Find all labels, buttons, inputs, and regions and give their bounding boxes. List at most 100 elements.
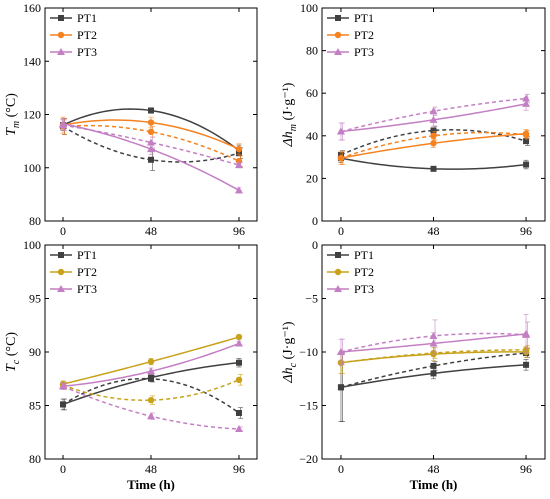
y-tick-label: −15 [299, 399, 318, 413]
y-axis-label-unit: (J·g⁻¹) [281, 321, 296, 363]
data-point-dashed [147, 396, 155, 404]
data-point [60, 401, 67, 408]
series-pt1: PT1 [327, 248, 531, 422]
series-line-dashed [62, 385, 240, 430]
y-tick-label: 20 [306, 171, 318, 185]
x-tick-label: 96 [233, 224, 245, 238]
data-point-dashed [522, 94, 531, 102]
data-point [430, 370, 437, 377]
y-tick-label: 120 [23, 108, 41, 122]
series-pt2: PT2 [327, 28, 531, 165]
legend-label: PT2 [77, 28, 97, 42]
data-point-dashed [147, 128, 155, 136]
legend-marker [335, 252, 341, 258]
y-axis-label: Δhc (J·g⁻¹) [281, 321, 299, 384]
series-line-dashed [340, 131, 527, 159]
x-axis-label: Time (h) [410, 477, 458, 492]
series-line-dashed [62, 124, 240, 162]
data-point [235, 333, 243, 341]
series-pt3: PT3 [50, 282, 243, 433]
legend-label: PT3 [77, 282, 97, 296]
legend-marker [334, 48, 342, 55]
series-pt3: PT3 [327, 282, 531, 366]
legend-label: PT2 [354, 265, 374, 279]
x-axis-label: Time (h) [127, 477, 175, 492]
x-tick-label: 96 [520, 224, 532, 238]
data-point-dashed [430, 362, 437, 369]
data-point-dashed [523, 138, 530, 145]
x-tick-label: 0 [338, 462, 344, 476]
data-point [522, 130, 530, 137]
data-point [336, 348, 345, 355]
legend-label: PT3 [77, 45, 97, 59]
x-tick-label: 48 [145, 462, 157, 476]
data-point [430, 140, 437, 147]
data-point [148, 107, 154, 114]
y-tick-label: 60 [306, 86, 318, 100]
data-point [59, 119, 68, 127]
x-tick-label: 96 [520, 462, 532, 476]
legend-marker [334, 268, 342, 276]
legend-label: PT1 [354, 248, 374, 262]
data-point [234, 339, 243, 347]
series-line-dashed [340, 352, 527, 389]
y-axis-label-base: Δh [281, 367, 296, 383]
data-point [147, 145, 155, 153]
data-point [522, 329, 531, 337]
data-point-dashed [148, 156, 154, 163]
data-point-dashed [234, 161, 243, 169]
legend-marker [57, 285, 65, 292]
data-point [147, 367, 155, 375]
legend-marker [57, 268, 65, 276]
y-tick-label: 140 [23, 54, 41, 68]
y-tick-label: 160 [23, 1, 41, 15]
data-point [337, 154, 345, 162]
y-tick-label: 85 [29, 399, 41, 413]
legend-marker [58, 15, 64, 21]
data-point [235, 359, 242, 366]
chart-panel-2: 0 20 40 60 80 100 0 48 96 Δhm (J·g⁻¹) PT1 PT2 PT3 [281, 1, 546, 238]
data-point [523, 161, 530, 168]
y-tick-label: 80 [29, 452, 41, 466]
legend-label: PT2 [354, 28, 374, 42]
data-point [337, 384, 344, 391]
y-axis-label-unit: (J·g⁻¹) [281, 82, 296, 124]
y-axis-label-base: T [4, 363, 19, 372]
legend-label: PT2 [77, 265, 97, 279]
legend-marker [57, 31, 65, 39]
y-axis-label-base: T [4, 127, 19, 136]
y-tick-label: −10 [299, 345, 318, 359]
y-axis-label-sub: c [11, 359, 22, 364]
data-point [147, 119, 155, 126]
y-axis-label-sub: m [11, 121, 22, 128]
data-point [59, 382, 68, 390]
y-tick-label: 100 [23, 161, 41, 175]
y-tick-label: 0 [312, 238, 318, 252]
data-point [430, 165, 437, 172]
data-point [235, 145, 243, 153]
legend-label: PT3 [354, 45, 374, 59]
data-point-dashed [234, 425, 243, 433]
y-axis-label: Δhm (J·g⁻¹) [281, 82, 299, 147]
legend-marker [334, 285, 342, 292]
y-axis-label-base: Δh [281, 131, 296, 147]
chart-panel-3: 80 85 90 95 100 0 48 96 Time (h) Tc (°C) PT1 PT2 PT3 [4, 238, 258, 492]
chart-panel-1: 80 100 120 140 160 0 48 96 Tm (°C) PT1 PT2 PT3 [4, 1, 258, 238]
data-point-dashed [429, 107, 438, 115]
data-point-dashed [235, 409, 242, 416]
legend-label: PT1 [77, 11, 97, 25]
x-tick-label: 48 [428, 224, 440, 238]
y-tick-label: 90 [29, 345, 41, 359]
x-tick-label: 0 [60, 224, 66, 238]
y-tick-label: 40 [306, 129, 318, 143]
legend-marker [334, 31, 342, 39]
y-axis-label: Tc (°C) [4, 332, 22, 372]
y-tick-label: 80 [29, 214, 41, 228]
legend-label: PT1 [77, 248, 97, 262]
y-tick-label: 100 [300, 1, 318, 15]
data-point [234, 186, 243, 194]
legend-marker [335, 15, 341, 21]
x-tick-label: 0 [60, 462, 66, 476]
y-axis-label-unit: (°C) [4, 332, 19, 360]
data-point [429, 115, 438, 123]
